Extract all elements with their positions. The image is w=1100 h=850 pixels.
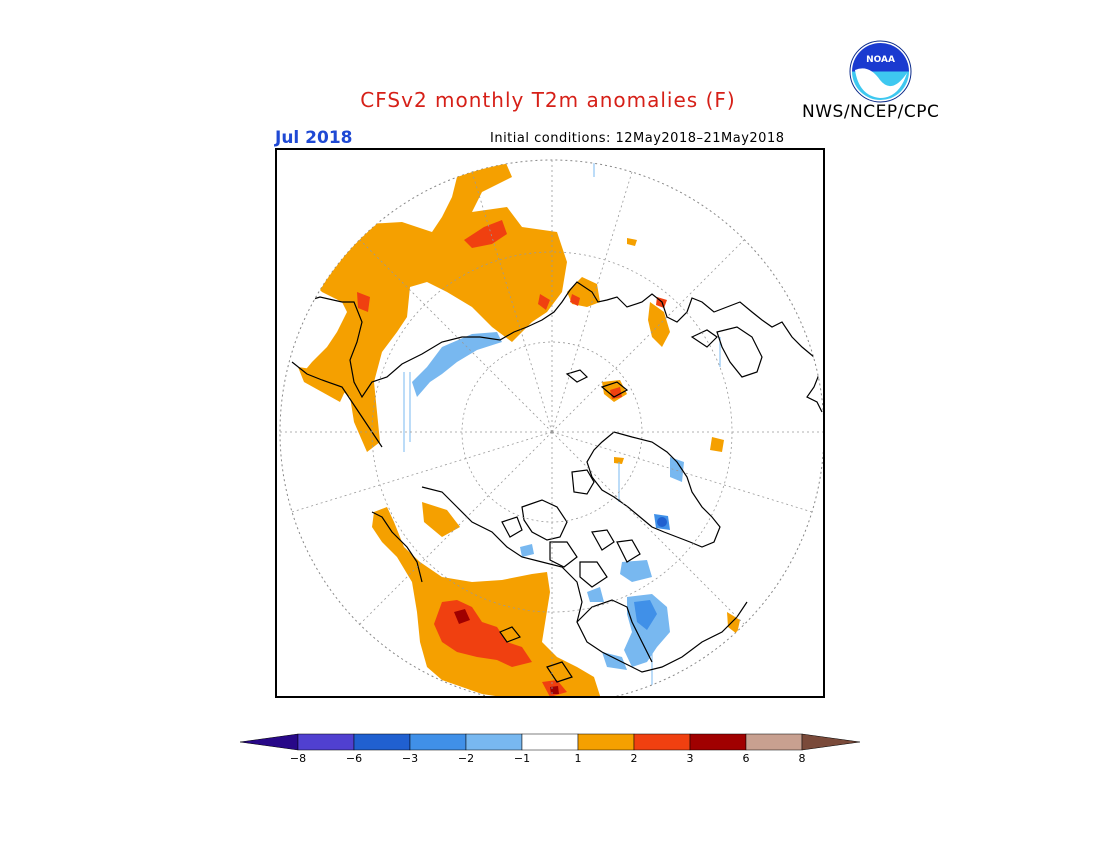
colorbar-cell <box>633 733 691 751</box>
colorbar-tick-label: 6 <box>742 752 750 765</box>
colorbar-low-arrow <box>239 733 299 751</box>
colorbar-tick-label: −2 <box>457 752 475 765</box>
cool-anomaly-3-6 <box>657 517 667 527</box>
polar-map-svg <box>279 159 823 696</box>
colorbar-tick-labels: −8 −6 −3 −2 −1 1 2 3 6 8 <box>0 752 1100 768</box>
noaa-logo-text: NOAA <box>866 55 895 65</box>
warm-anomaly-1-2 <box>298 160 740 696</box>
colorbar-cell <box>689 733 747 751</box>
gridlines <box>280 160 823 696</box>
colorbar-tick-label: 2 <box>630 752 638 765</box>
colorbar-cell <box>745 733 803 751</box>
chart-title: CFSv2 monthly T2m anomalies (F) <box>360 88 736 112</box>
noaa-logo: NOAA <box>849 40 912 103</box>
coastlines <box>291 281 823 683</box>
polar-map <box>275 148 825 698</box>
colorbar-cell <box>577 733 635 751</box>
colorbar-cell <box>465 733 523 751</box>
forecast-month: Jul 2018 <box>275 128 353 148</box>
colorbar-tick-label: −8 <box>289 752 307 765</box>
colorbar-cell <box>353 733 411 751</box>
colorbar-cell <box>521 733 579 751</box>
colorbar-high-arrow <box>801 733 861 751</box>
agency-label: NWS/NCEP/CPC <box>802 102 940 122</box>
colorbar-tick-label: −3 <box>401 752 419 765</box>
colorbar-tick-label: −6 <box>345 752 363 765</box>
colorbar-tick-label: 3 <box>686 752 694 765</box>
cool-anomaly-1-2 <box>412 332 684 670</box>
colorbar <box>239 733 861 751</box>
colorbar-tick-label: 8 <box>798 752 806 765</box>
colorbar-tick-label: −1 <box>513 752 531 765</box>
initial-conditions: Initial conditions: 12May2018–21May2018 <box>490 131 785 146</box>
colorbar-tick-label: 1 <box>574 752 582 765</box>
colorbar-cells <box>239 733 861 751</box>
colorbar-cell <box>297 733 355 751</box>
colorbar-cell <box>409 733 467 751</box>
